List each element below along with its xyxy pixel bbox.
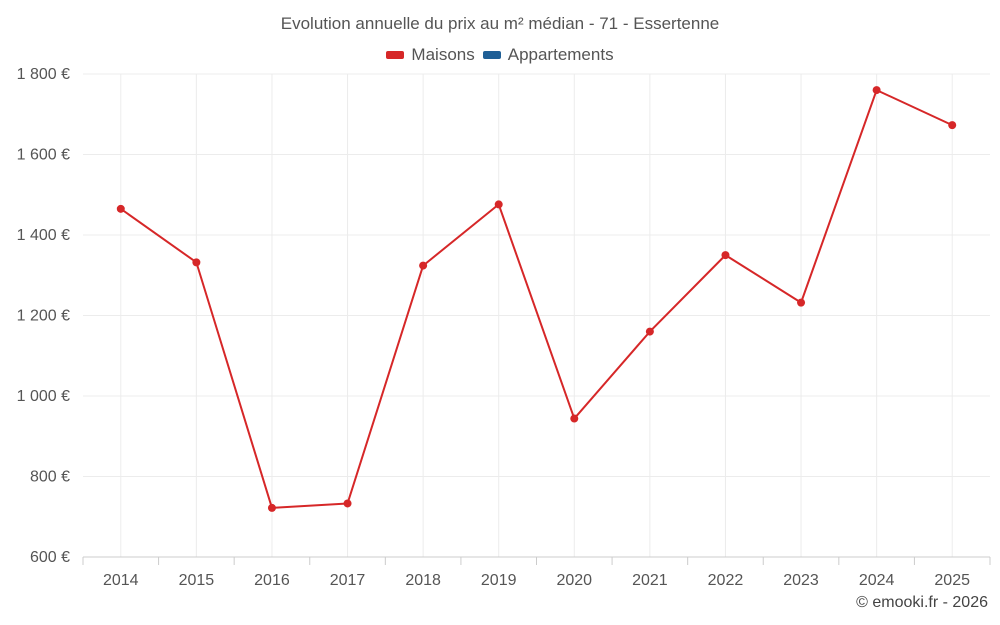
x-tick-label: 2020 — [556, 572, 592, 589]
x-tick-label: 2014 — [103, 572, 139, 589]
data-point — [872, 86, 881, 95]
chart-legend: Maisons Appartements — [0, 45, 1000, 65]
x-tick-label: 2025 — [934, 572, 970, 589]
data-point — [267, 503, 276, 512]
data-point — [721, 251, 730, 260]
legend-label-appartements: Appartements — [507, 45, 614, 64]
x-tick-label: 2023 — [783, 572, 819, 589]
x-tick-label: 2018 — [405, 572, 441, 589]
x-tick-label: 2019 — [481, 572, 517, 589]
data-point — [192, 258, 201, 267]
y-tick-label: 1 800 € — [17, 66, 70, 83]
data-point — [570, 414, 579, 423]
y-tick-label: 1 600 € — [17, 147, 70, 164]
x-tick-label: 2015 — [179, 572, 215, 589]
y-tick-label: 600 € — [30, 549, 70, 566]
legend-label-maisons: Maisons — [411, 45, 475, 64]
x-tick-label: 2024 — [859, 572, 895, 589]
legend-item-appartements[interactable]: Appartements — [482, 45, 614, 65]
x-tick-label: 2022 — [708, 572, 744, 589]
data-point — [645, 327, 654, 336]
legend-item-maisons[interactable]: Maisons — [386, 45, 475, 65]
x-tick-label: 2021 — [632, 572, 668, 589]
data-point — [494, 200, 503, 209]
data-point — [948, 121, 957, 130]
y-tick-label: 1 400 € — [17, 227, 70, 244]
legend-swatch-appartements — [482, 51, 501, 59]
data-point — [797, 298, 806, 307]
legend-swatch-maisons — [386, 51, 405, 59]
data-point — [419, 261, 428, 270]
series-line-maisons — [120, 89, 953, 509]
data-point — [116, 204, 125, 213]
x-tick-label: 2017 — [330, 572, 366, 589]
y-tick-label: 1 000 € — [17, 388, 70, 405]
chart-title: Evolution annuelle du prix au m² médian … — [280, 14, 720, 33]
credit-text: © emooki.fr - 2026 — [856, 594, 988, 611]
data-point — [343, 499, 352, 508]
y-tick-label: 800 € — [30, 469, 70, 486]
y-tick-label: 1 200 € — [17, 308, 70, 325]
x-tick-label: 2016 — [254, 572, 290, 589]
